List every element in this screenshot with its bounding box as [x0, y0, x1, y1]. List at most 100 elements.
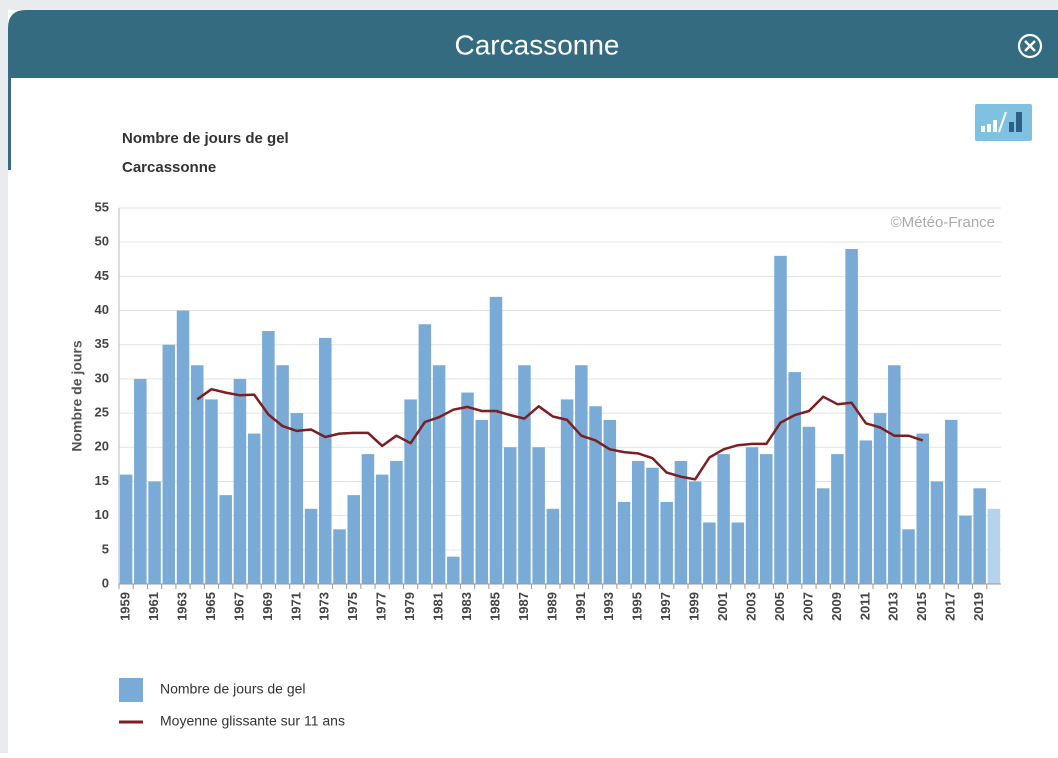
- bar: [845, 249, 858, 584]
- bar: [418, 324, 432, 584]
- x-tick-label: 2019: [971, 592, 986, 621]
- bar: [134, 378, 147, 584]
- x-tick-label: 1971: [288, 592, 303, 621]
- bar: [205, 399, 218, 584]
- bar: [347, 495, 360, 584]
- chart-type-button[interactable]: [975, 104, 1032, 141]
- x-tick-label: 2007: [800, 592, 815, 621]
- bar: [859, 440, 873, 584]
- bar: [333, 529, 346, 584]
- bar: [760, 454, 773, 584]
- button-bg[interactable]: [975, 104, 1032, 141]
- x-tick-label: 1975: [345, 592, 360, 621]
- bar: [475, 419, 489, 584]
- bar: [717, 454, 730, 584]
- moving-average-line: [196, 387, 924, 481]
- bar: [802, 426, 816, 584]
- y-tick-label: 0: [102, 575, 109, 590]
- close-button[interactable]: [1017, 33, 1043, 59]
- bar: [731, 522, 745, 584]
- bar: [176, 310, 190, 584]
- header-title: Carcassonne: [455, 29, 620, 60]
- bar: [262, 331, 275, 584]
- bar: [148, 481, 161, 584]
- bar: [518, 365, 531, 584]
- x-tick-label: 1967: [231, 592, 246, 621]
- y-tick-label: 55: [95, 199, 109, 214]
- bar: [959, 515, 972, 584]
- bar: [973, 488, 986, 584]
- x-tick-label: 1963: [174, 592, 189, 621]
- bar: [276, 365, 289, 584]
- bar: [774, 255, 787, 584]
- close-cross[interactable]: [1024, 40, 1036, 52]
- x-tick-label: 1997: [658, 592, 673, 621]
- y-tick-label: 35: [95, 336, 109, 351]
- x-tick-label: 2015: [914, 592, 929, 621]
- icon-bar[interactable]: [1009, 122, 1014, 132]
- y-tick-label: 10: [95, 507, 109, 522]
- bar: [873, 413, 887, 584]
- bar: [688, 481, 702, 584]
- bar: [674, 460, 688, 584]
- bar: [390, 460, 403, 584]
- bar: [219, 495, 232, 584]
- icon-bar[interactable]: [987, 124, 991, 132]
- y-tick-label: 50: [95, 234, 109, 249]
- header-bar: [8, 10, 1058, 78]
- x-tick-label: 2005: [772, 592, 787, 621]
- x-tick-label: 1999: [687, 592, 702, 621]
- bar: [247, 433, 261, 584]
- bar: [304, 508, 318, 584]
- bar: [646, 467, 659, 584]
- icon-bar[interactable]: [993, 120, 997, 132]
- x-tick-label: 1979: [402, 592, 417, 621]
- legend-swatch: [119, 678, 143, 702]
- x-tick-label: 1995: [630, 592, 645, 621]
- bar: [930, 481, 944, 584]
- x-tick-label: 2017: [943, 592, 958, 621]
- x-tick-label: 2001: [715, 592, 730, 621]
- y-axis-label: Nombre de jours: [69, 340, 85, 451]
- bar: [816, 488, 830, 584]
- chart-title: Nombre de jours de gel: [122, 130, 289, 147]
- bar: [319, 337, 332, 584]
- bar: [589, 406, 602, 584]
- credit: ©Météo-France: [891, 214, 995, 231]
- x-tick-label: 1959: [118, 592, 133, 621]
- bar: [503, 447, 517, 584]
- bar: [745, 447, 759, 584]
- left-accent: [8, 78, 11, 170]
- bar: [703, 522, 716, 584]
- x-tick-label: 1989: [544, 592, 559, 621]
- icon-bar[interactable]: [981, 126, 985, 132]
- bar: [631, 460, 645, 584]
- y-tick-label: 30: [95, 370, 109, 385]
- bar: [361, 454, 375, 584]
- bar: [944, 419, 958, 584]
- y-tick-label: 45: [95, 268, 109, 283]
- x-tick-label: 2003: [743, 592, 758, 621]
- bar: [290, 413, 304, 584]
- x-tick-label: 1965: [203, 592, 218, 621]
- x-tick-label: 1985: [487, 592, 502, 621]
- x-tick-label: 1987: [516, 592, 531, 621]
- bar: [162, 344, 176, 584]
- close-circle[interactable]: [1017, 33, 1043, 59]
- bar: [788, 372, 801, 584]
- bar: [489, 296, 503, 584]
- y-tick-label: 15: [95, 473, 109, 488]
- bar: [603, 419, 617, 584]
- x-tick-label: 1983: [459, 592, 474, 621]
- icon-bar[interactable]: [1016, 112, 1022, 132]
- bar: [560, 399, 574, 584]
- bar: [987, 508, 1001, 584]
- icon-slash[interactable]: [998, 111, 1007, 133]
- bar: [375, 474, 389, 584]
- chart-subtitle: Carcassonne: [122, 159, 216, 176]
- x-tick-label: 2009: [829, 592, 844, 621]
- bar: [546, 508, 560, 584]
- x-tick-label: 1993: [601, 592, 616, 621]
- bar: [233, 378, 247, 584]
